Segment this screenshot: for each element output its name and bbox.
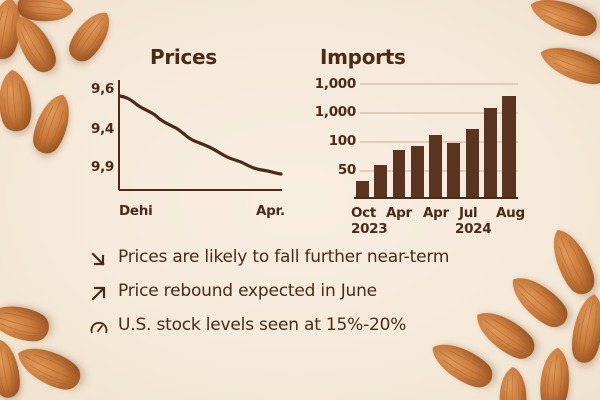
imports-x-label: Apr xyxy=(423,205,449,221)
bar xyxy=(484,108,497,198)
imports-y-tick: 100 xyxy=(328,133,357,149)
imports-x-label: Aug xyxy=(496,205,525,221)
prices-x-label-end: Apr. xyxy=(256,203,285,219)
bar xyxy=(466,129,479,198)
imports-y-tick: 50 xyxy=(337,162,356,178)
prices-y-tick: 9,9 xyxy=(90,159,114,175)
bullet-text: Prices are likely to fall further near-t… xyxy=(118,247,450,267)
prices-title: Prices xyxy=(150,45,217,69)
imports-y-tick: 1,000 xyxy=(314,76,357,92)
bullet-text: Price rebound expected in June xyxy=(118,281,377,301)
arrow-up-right-icon xyxy=(91,286,106,301)
prices-x-label-start: Dehi xyxy=(119,203,153,219)
imports-x-label: Oct 2023 xyxy=(351,205,388,237)
imports-bars xyxy=(356,96,516,198)
bar xyxy=(411,146,424,198)
bar xyxy=(374,165,387,198)
bar xyxy=(502,96,516,198)
bar xyxy=(447,143,460,198)
imports-x-label: Apr xyxy=(386,205,412,221)
bullet-text: U.S. stock levels seen at 15%-20% xyxy=(118,315,407,335)
prices-y-tick: 9,6 xyxy=(90,81,114,97)
prices-y-tick: 9,4 xyxy=(90,121,114,137)
prices-line xyxy=(118,94,283,176)
imports-title: Imports xyxy=(320,45,406,69)
gauge-icon xyxy=(90,321,108,334)
arrow-down-right-icon xyxy=(91,252,105,266)
bar xyxy=(429,135,442,198)
bar xyxy=(356,181,369,198)
imports-y-tick: 1,000 xyxy=(314,104,357,120)
bar xyxy=(393,150,405,198)
imports-x-label: Jul 2024 xyxy=(455,205,492,237)
